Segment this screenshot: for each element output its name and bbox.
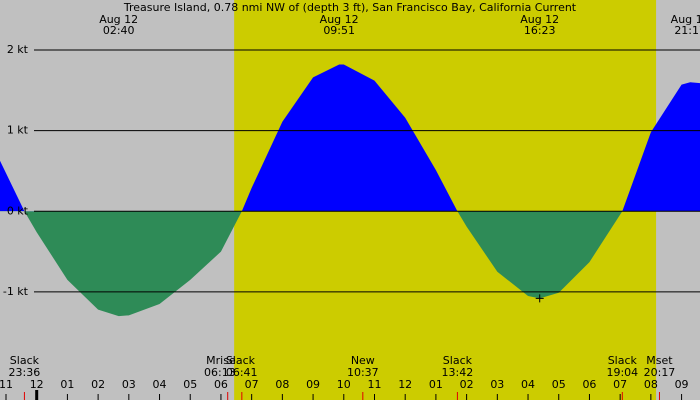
- max-date: Aug 12: [99, 13, 138, 26]
- x-tick-label: 11: [367, 378, 381, 391]
- y-tick-label: -1 kt: [3, 285, 29, 298]
- event-time: 20:17: [644, 366, 676, 379]
- event-label: Mrise: [206, 354, 236, 367]
- event-time: 19:04: [606, 366, 638, 379]
- chart-title: Treasure Island, 0.78 nmi NW of (depth 3…: [123, 1, 577, 14]
- event-time: 23:36: [9, 366, 41, 379]
- flood-area: [0, 64, 700, 212]
- max-date: Aug 12: [671, 13, 700, 26]
- max-time: 16:23: [524, 24, 556, 37]
- y-tick-label: 2 kt: [7, 43, 29, 56]
- max-date: Aug 12: [520, 13, 559, 26]
- x-tick-label: 07: [245, 378, 259, 391]
- x-tick-label: 02: [460, 378, 474, 391]
- x-tick-label: 06: [214, 378, 228, 391]
- event-time: 13:42: [442, 366, 474, 379]
- event-label: Slack: [608, 354, 638, 367]
- y-tick-label: 0 kt: [7, 204, 29, 217]
- x-tick-label: 09: [675, 378, 689, 391]
- x-tick-label: 11: [0, 378, 13, 391]
- event-label: New: [351, 354, 375, 367]
- x-tick-label: 04: [153, 378, 167, 391]
- x-tick-label: 02: [91, 378, 105, 391]
- x-tick-label: 08: [275, 378, 289, 391]
- event-label: Mset: [646, 354, 673, 367]
- max-time: 09:51: [323, 24, 355, 37]
- x-tick-label: 09: [306, 378, 320, 391]
- x-tick-label: 06: [582, 378, 596, 391]
- x-tick-label: 12: [30, 378, 44, 391]
- x-tick-label: 03: [490, 378, 504, 391]
- max-time: 02:40: [103, 24, 135, 37]
- ebb-area: [24, 211, 623, 317]
- x-tick-label: 01: [429, 378, 443, 391]
- max-date: Aug 12: [320, 13, 359, 26]
- x-tick-label: 03: [122, 378, 136, 391]
- y-tick-label: 1 kt: [7, 124, 29, 137]
- x-tick-label: 01: [60, 378, 74, 391]
- event-time: 06:13: [204, 366, 236, 379]
- x-tick-label: 05: [183, 378, 197, 391]
- event-time: 10:37: [347, 366, 379, 379]
- x-tick-label: 07: [613, 378, 627, 391]
- marker-plus: [535, 294, 544, 303]
- x-tick-label: 12: [398, 378, 412, 391]
- max-time: 21:17: [674, 24, 700, 37]
- x-tick-label: 08: [644, 378, 658, 391]
- event-time: 06:41: [226, 366, 258, 379]
- x-tick-label: 05: [552, 378, 566, 391]
- event-label: Slack: [10, 354, 40, 367]
- x-tick-label: 10: [337, 378, 351, 391]
- x-tick-label: 04: [521, 378, 535, 391]
- event-label: Slack: [443, 354, 473, 367]
- event-label: Slack: [226, 354, 256, 367]
